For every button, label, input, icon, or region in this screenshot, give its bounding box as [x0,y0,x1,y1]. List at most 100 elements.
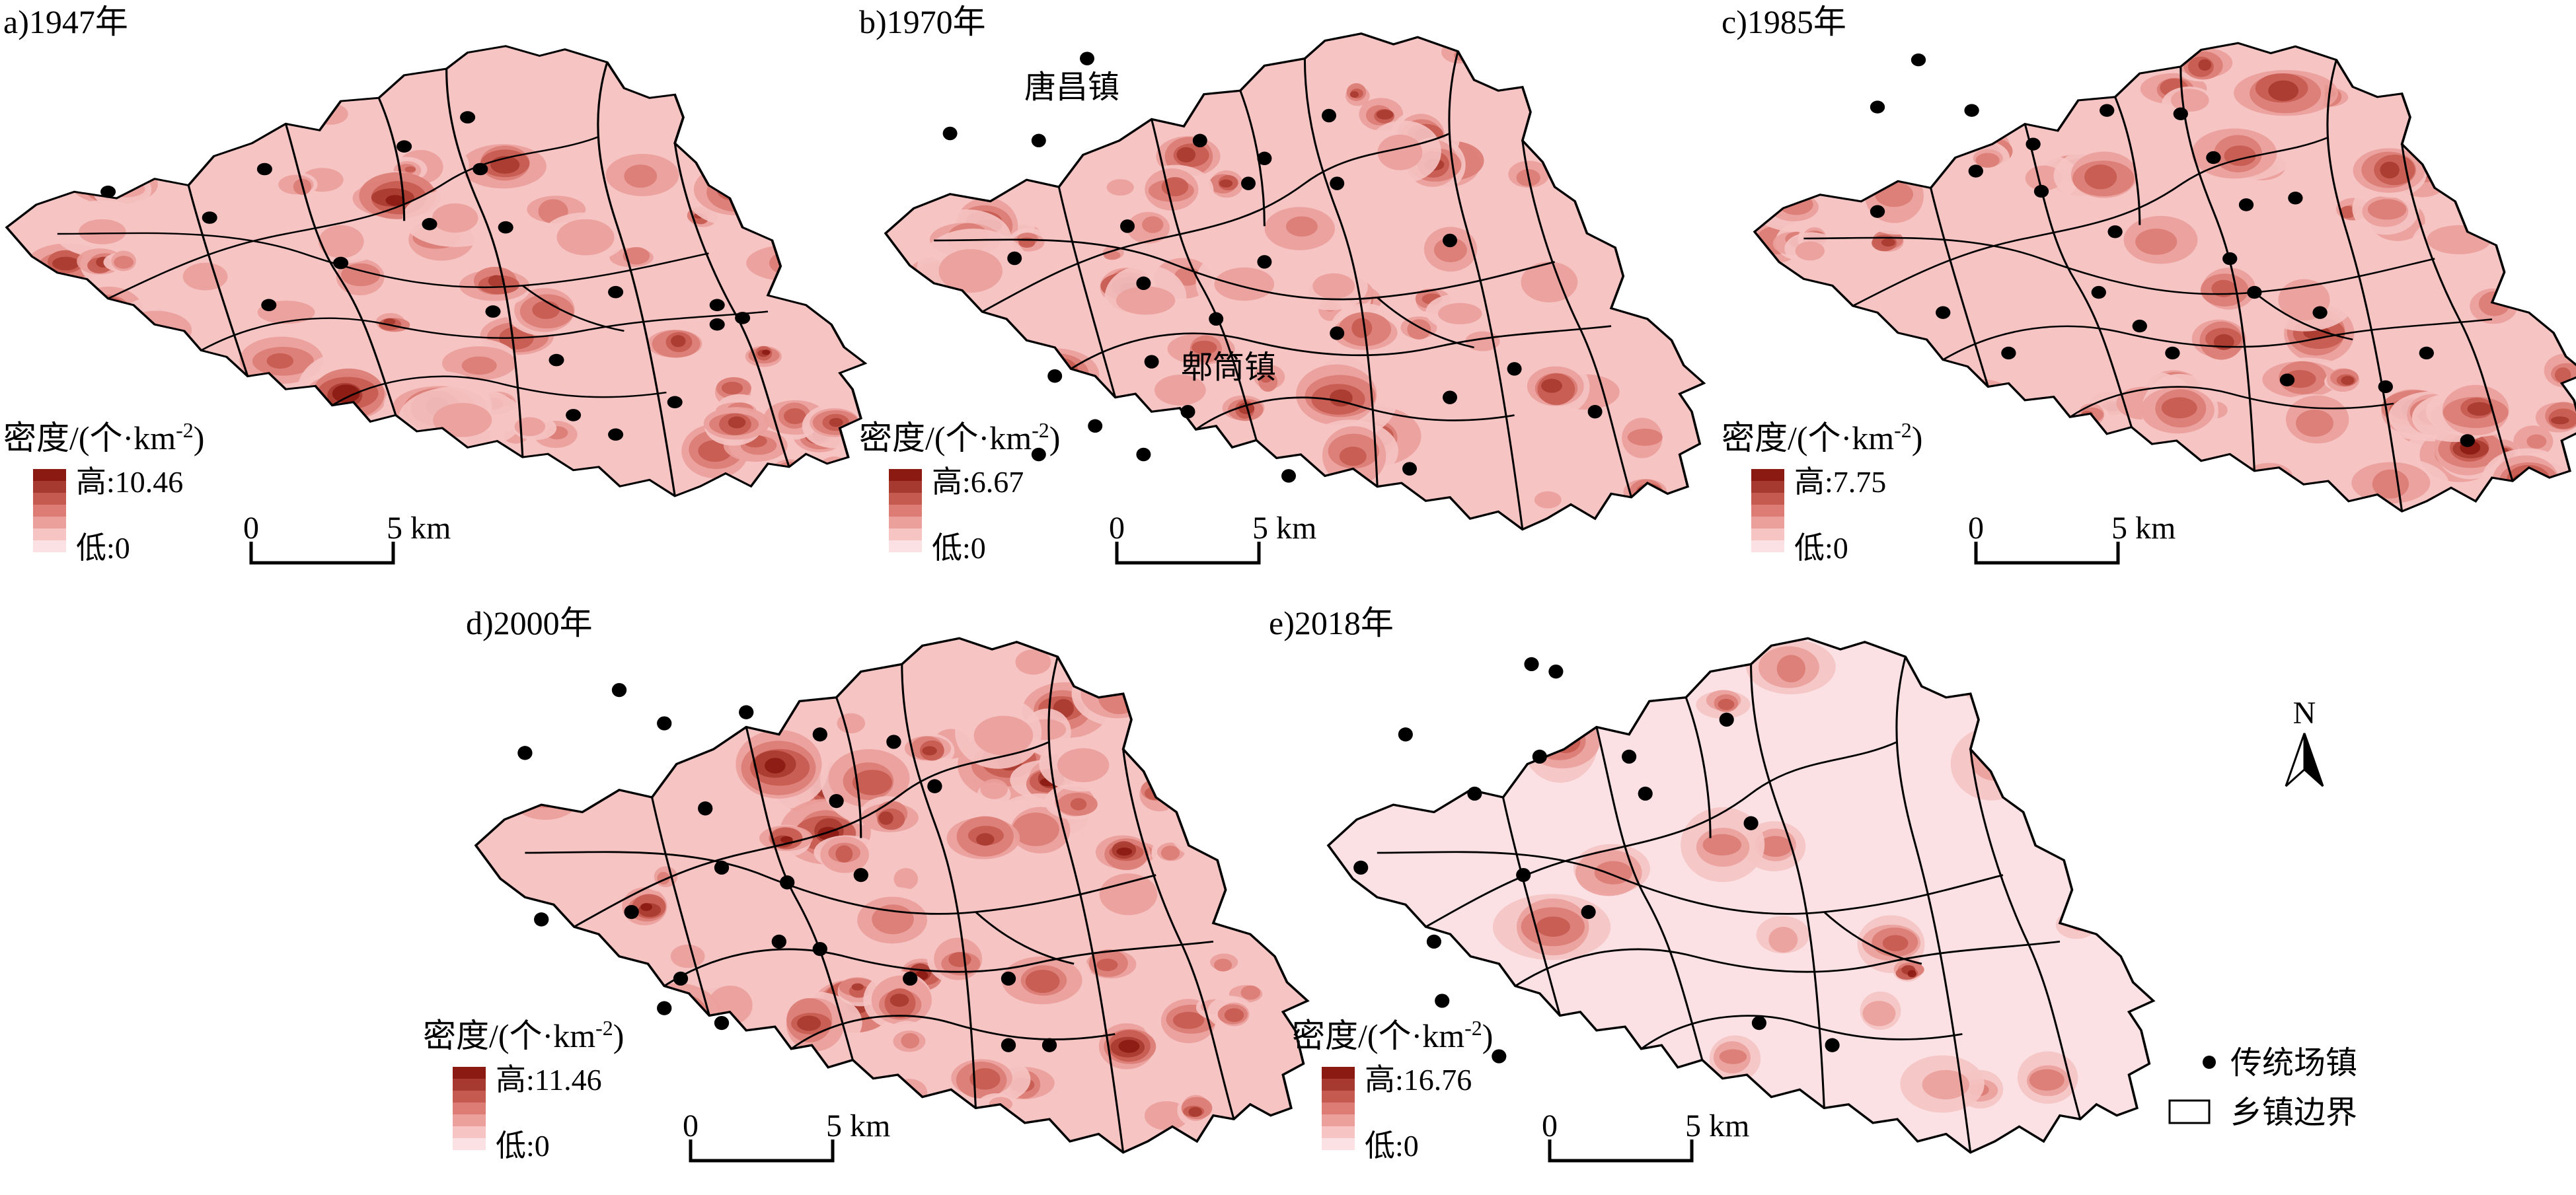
town-dot-icon [1964,104,1979,117]
town-dot-icon [1031,133,1046,148]
town-dot-icon [608,285,624,299]
town-dot-icon [1007,251,1022,266]
legend-swatch [33,505,66,517]
town-dot-icon [709,299,725,312]
legend-high: 高:7.75 [1794,465,1886,499]
town-dot-icon [1968,164,1983,178]
density-legend-a: 密度/(个·km-2) 高:10.46 低:0 [3,418,204,565]
town-dot-icon [1144,355,1159,369]
legend-swatch [33,540,66,552]
town-dot-icon [1719,712,1734,727]
town-dot-icon [657,716,672,731]
town-label-pitong: 郫筒镇 [1181,350,1276,385]
density-legend-b: 密度/(个·km-2) 高:6.67 低:0 [859,418,1060,565]
legend-swatch [1751,528,1784,540]
town-dot-icon [1257,255,1272,269]
town-dot-icon [1136,276,1151,291]
town-dot-icon [1192,133,1207,148]
legend-swatch [889,540,922,552]
town-dot-icon [1281,469,1296,483]
legend-swatch [889,469,922,481]
town-dot-icon [422,217,437,231]
town-dot-icon [1638,786,1653,801]
town-dot-icon [886,735,901,749]
legend-high: 高:10.46 [76,465,183,499]
town-dot-icon [2026,137,2041,151]
scale-zero: 0 [243,511,259,546]
legend-swatch [1751,517,1784,528]
legend-title: 密度/(个·km-2) [1292,1016,1493,1054]
legend-swatch [453,1091,486,1103]
town-dot-icon [2279,373,2295,386]
town-dot-icon [1136,447,1151,462]
legend-title: 密度/(个·km-2) [3,418,204,456]
town-dot-icon [1330,176,1345,190]
legend-swatch [889,505,922,517]
scale-bar-a: 0 5 km [243,511,451,565]
scale-five: 5 km [1252,511,1316,546]
legend-low: 低:0 [1365,1129,1419,1163]
town-dot-icon [100,185,116,198]
scale-bar-b: 0 5 km [1109,511,1316,565]
legend-swatch [1322,1126,1355,1138]
town-dot-icon [1426,934,1441,949]
scale-zero: 0 [1542,1108,1558,1143]
town-dot-icon [1402,462,1417,476]
town-dot-icon [1751,1015,1766,1031]
legend-high: 高:16.76 [1365,1063,1472,1097]
legend-swatch [1751,540,1784,552]
town-dot-icon [498,221,513,234]
legend-swatch [1322,1079,1355,1091]
town-dot-icon [1532,749,1547,764]
town-dot-icon [1492,1049,1507,1064]
scale-line [1548,1140,1694,1163]
town-dot-icon [2312,306,2328,319]
scale-zero: 0 [1968,511,1984,546]
town-dot-icon [1047,369,1063,383]
town-dot-icon [1936,306,1951,319]
scale-line [1974,542,2120,565]
town-dot-icon [2132,319,2147,333]
town-dot-icon [2100,104,2115,117]
town-dot-icon [1398,727,1413,742]
town-dot-icon [333,256,349,270]
town-dot-icon [256,163,272,176]
town-dot-icon [1209,312,1224,326]
town-dot-icon [735,312,751,324]
town-dot-icon [202,211,217,224]
town-dot-icon [1870,100,1885,114]
town-dot-icon [1467,786,1482,801]
legend-swatch [1322,1138,1355,1150]
legend-swatch [1751,481,1784,493]
north-arrow-icon: N [2285,696,2324,787]
legend-swatch [889,528,922,540]
town-dot-icon [771,934,786,949]
town-dot-icon [1581,904,1596,920]
town-dot-icon [1080,52,1094,65]
town-dot-icon [2173,107,2188,120]
scale-bar-e: 0 5 km [1542,1108,1749,1163]
legend-swatch [33,493,66,505]
map-key: 传统场镇 乡镇边界 [2168,1046,2357,1130]
legend-swatch [33,517,66,528]
legend-title: 密度/(个·km-2) [859,418,1060,456]
town-label-tangchang: 唐昌镇 [1024,70,1119,105]
scale-bar-d: 0 5 km [683,1108,890,1163]
town-dot-icon [1330,326,1345,340]
density-legend-d: 密度/(个·km-2) 高:11.46 低:0 [423,1016,624,1163]
legend-swatch [889,493,922,505]
town-dot-icon [812,941,827,957]
legend-swatch [1751,505,1784,517]
legend-swatch [453,1138,486,1150]
density-legend-c: 密度/(个·km-2) 高:7.75 低:0 [1722,418,1922,565]
town-dot-icon [566,409,582,421]
town-dot-icon [2091,285,2106,299]
town-dot-icon [1001,971,1016,986]
legend-title: 密度/(个·km-2) [1722,418,1922,456]
panel-title-c: c)1985年 [1722,3,1846,40]
town-dot-icon [608,428,624,441]
town-dot-icon [1031,447,1046,462]
legend-swatch [1322,1114,1355,1126]
town-dot-icon [1870,205,1885,218]
town-dot-icon [1507,362,1522,376]
